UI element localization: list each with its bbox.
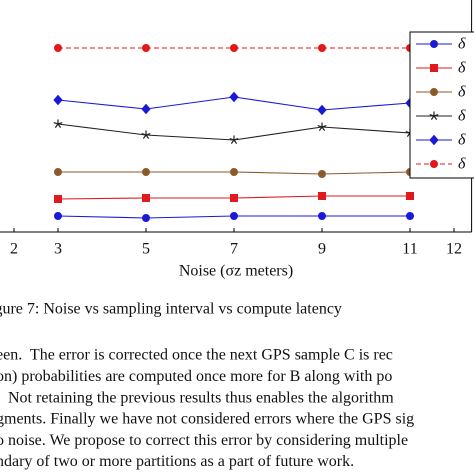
marker (142, 214, 150, 222)
marker (54, 195, 62, 203)
x-tick-label: 3 (54, 241, 62, 258)
legend-marker (430, 160, 438, 168)
paragraph-line: gments. Finally we have not considered e… (0, 411, 414, 428)
legend-marker (429, 134, 439, 146)
paragraph-line: Not retaining the previous results thus … (0, 389, 394, 406)
marker (230, 168, 238, 176)
marker (317, 122, 327, 131)
legend-label: δ (458, 84, 466, 101)
legend-marker (429, 111, 439, 120)
legend-label: δ (458, 132, 466, 149)
legend-marker (430, 64, 438, 72)
figure-caption: igure 7: Noise vs sampling interval vs c… (0, 301, 342, 318)
paragraph-line: ndary of two or more partitions as a par… (0, 453, 354, 470)
legend-marker (430, 40, 438, 48)
paragraph: een. The error is corrected once the nex… (0, 347, 414, 471)
marker (318, 192, 326, 200)
legend-label: δ (458, 156, 466, 173)
marker (230, 44, 238, 52)
x-tick-label: 9 (318, 241, 326, 258)
legend-marker (430, 88, 438, 96)
legend-label: δ (458, 36, 466, 53)
x-tick-label: 2 (10, 241, 18, 258)
legend-box (409, 31, 474, 179)
marker (229, 135, 239, 144)
marker (230, 212, 238, 220)
marker (141, 130, 151, 139)
legend-label: δ (458, 60, 466, 77)
paragraph-line: een. The error is corrected once the nex… (0, 347, 393, 364)
marker (229, 91, 239, 103)
marker (53, 119, 63, 128)
x-tick-label: 5 (142, 241, 150, 258)
marker (318, 212, 326, 220)
marker (406, 212, 414, 220)
marker (141, 103, 151, 115)
marker (142, 168, 150, 176)
marker (318, 170, 326, 178)
x-tick-label: 11 (402, 241, 417, 258)
paragraph-line: on) probabilities are computed once more… (0, 368, 392, 385)
marker (53, 94, 63, 106)
marker (318, 44, 326, 52)
x-tick-label: 7 (230, 241, 238, 258)
x-axis-label: Noise (σz meters) (179, 263, 293, 280)
marker (406, 192, 414, 200)
marker (230, 194, 238, 202)
marker (54, 44, 62, 52)
marker (142, 194, 150, 202)
marker (54, 212, 62, 220)
x-tick-label: 12 (446, 241, 462, 258)
legend-label: δ (458, 108, 466, 125)
marker (317, 104, 327, 116)
marker (142, 44, 150, 52)
marker (54, 168, 62, 176)
paragraph-line: o noise. We propose to correct this erro… (0, 432, 408, 449)
